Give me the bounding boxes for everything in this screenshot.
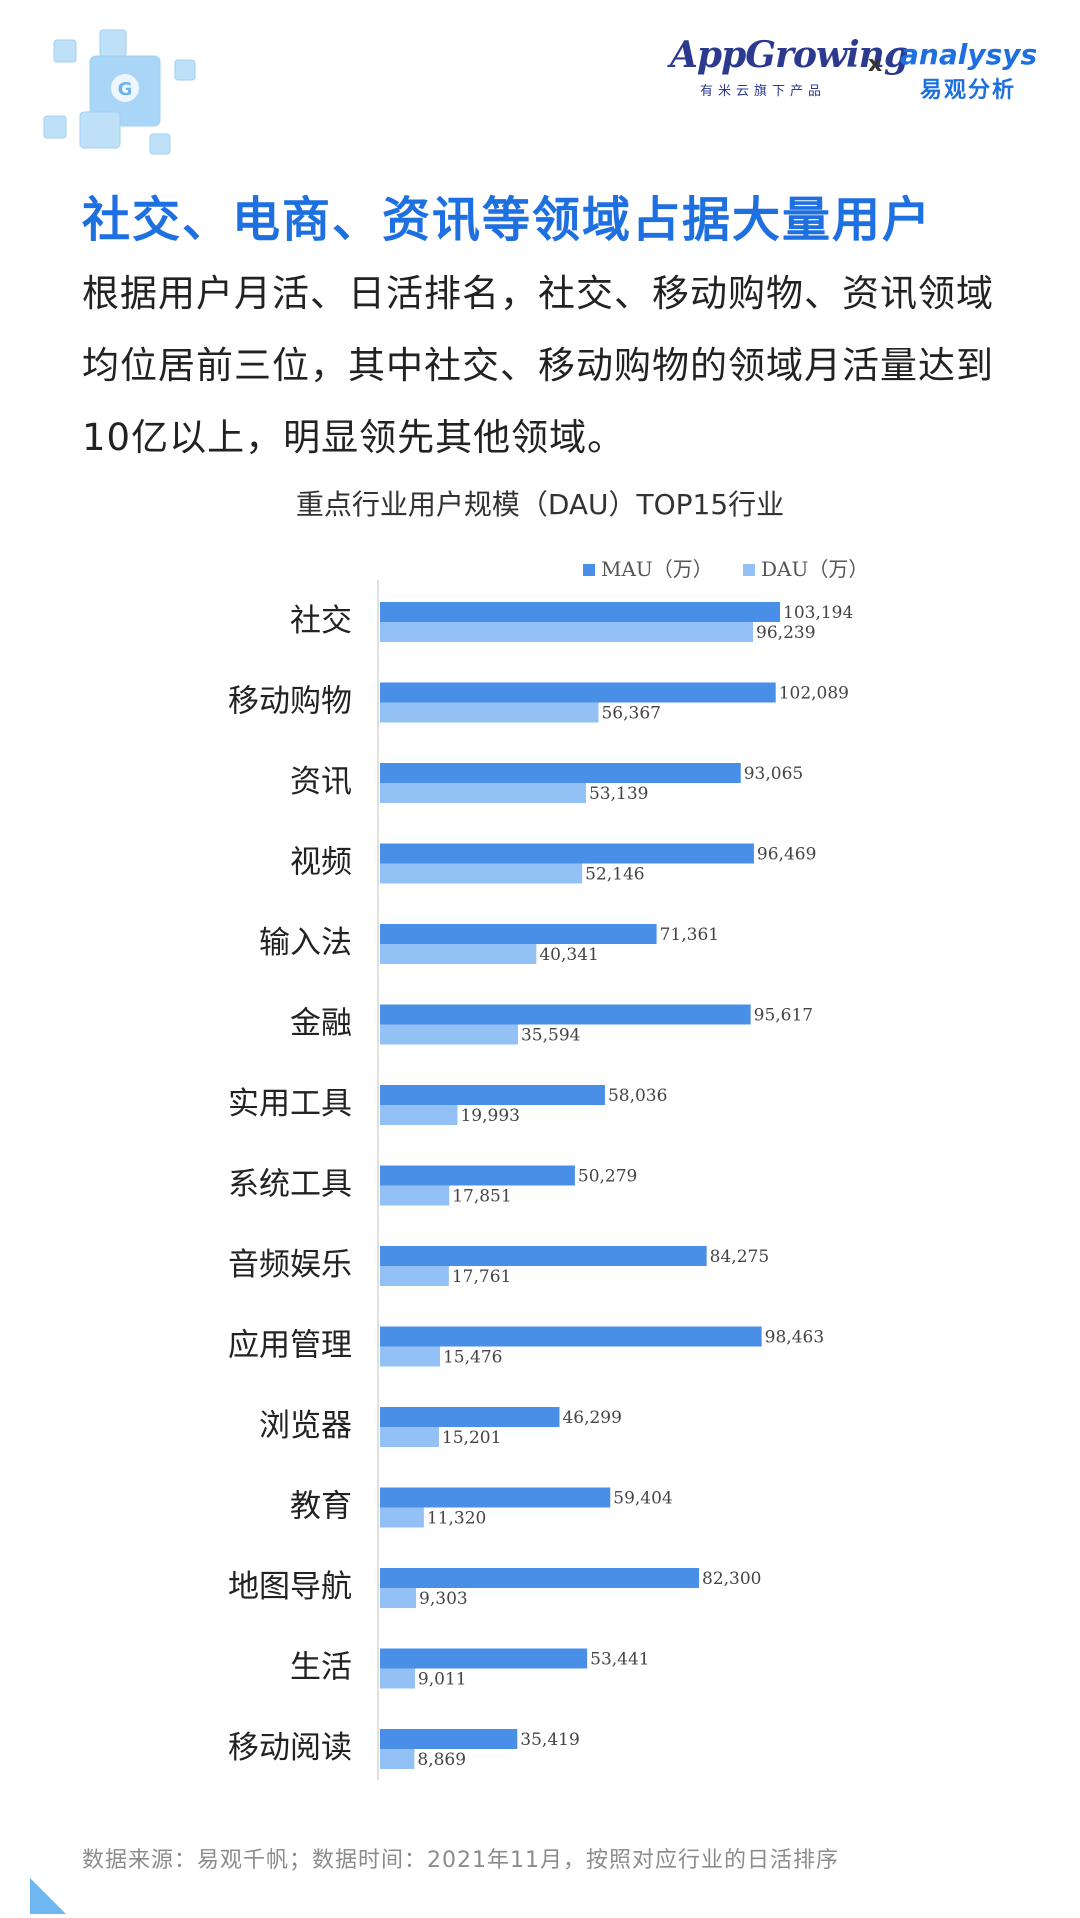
mau-bar	[380, 682, 776, 703]
logo-separator: x	[868, 52, 883, 77]
svg-text:G: G	[118, 79, 133, 100]
mau-value-label: 103,194	[783, 603, 853, 623]
mau-bar	[380, 1165, 575, 1186]
mau-bar	[380, 1004, 751, 1025]
category-label: 教育	[290, 1489, 352, 1525]
mau-bar	[380, 1326, 762, 1347]
dau-value-label: 11,320	[427, 1509, 486, 1529]
category-label: 资讯	[290, 764, 352, 800]
appgrowing-logo: AppGrowing	[670, 34, 909, 76]
dau-bar	[380, 944, 537, 964]
dau-value-label: 9,011	[418, 1670, 467, 1690]
dau-value-label: 17,851	[452, 1187, 511, 1207]
mau-value-label: 53,441	[590, 1650, 649, 1670]
data-source-note: 数据来源：易观千帆；数据时间：2021年11月，按照对应行业的日活排序	[82, 1848, 839, 1873]
category-label: 输入法	[259, 925, 352, 961]
legend-swatch-dau	[743, 564, 755, 576]
legend-label-dau: DAU（万）	[761, 557, 868, 581]
dau-bar	[380, 1024, 518, 1045]
brand-logos: AppGrowing 有米云旗下产品 x analysys 易观分析	[670, 34, 1037, 104]
dau-bar	[380, 863, 583, 884]
corner-triangle-decoration	[30, 1878, 66, 1914]
category-label: 实用工具	[228, 1086, 352, 1122]
dau-bar	[380, 702, 599, 723]
category-label: 系统工具	[228, 1167, 352, 1203]
mau-value-label: 102,089	[779, 684, 849, 704]
legend-swatch-mau	[583, 564, 595, 576]
dau-bar	[380, 1588, 417, 1608]
chart-title: 重点行业用户规模（DAU）TOP15行业	[296, 488, 784, 521]
mau-value-label: 35,419	[520, 1730, 579, 1750]
analysys-subtitle: 易观分析	[920, 78, 1017, 103]
category-label: 金融	[290, 1006, 352, 1042]
page-description: 根据用户月活、日活排名，社交、移动购物、资讯领域均位居前三位，其中社交、移动购物…	[82, 272, 994, 459]
dau-bar	[380, 783, 586, 803]
dau-value-label: 52,146	[585, 865, 644, 885]
category-label: 浏览器	[259, 1408, 352, 1444]
dau-value-label: 15,476	[443, 1348, 502, 1368]
category-label: 生活	[290, 1650, 352, 1686]
mau-value-label: 95,617	[754, 1006, 813, 1026]
dau-value-label: 8,869	[417, 1750, 466, 1770]
category-label: 地图导航	[228, 1569, 352, 1605]
category-label: 应用管理	[228, 1328, 352, 1364]
dau-value-label: 53,139	[589, 784, 648, 804]
mau-value-label: 82,300	[702, 1569, 761, 1589]
dau-value-label: 15,201	[442, 1428, 501, 1448]
mau-bar	[380, 1568, 700, 1588]
mau-value-label: 96,469	[757, 845, 816, 865]
category-label: 音频娱乐	[228, 1247, 352, 1283]
mau-value-label: 59,404	[613, 1489, 672, 1509]
mau-bar	[380, 924, 657, 944]
category-label: 移动阅读	[228, 1730, 352, 1766]
dau-value-label: 17,761	[452, 1267, 511, 1287]
cube-logo-decoration: G	[43, 29, 196, 155]
chart-legend: MAU（万） DAU（万）	[583, 557, 868, 581]
mau-bar	[380, 602, 780, 622]
mau-bar	[380, 1246, 707, 1266]
mau-bar	[380, 1729, 518, 1749]
mau-bar	[380, 1648, 588, 1669]
mau-bar	[380, 843, 754, 864]
mau-bar	[380, 1085, 605, 1105]
dau-bar	[380, 1507, 424, 1528]
dau-value-label: 40,341	[539, 945, 598, 965]
dau-bar	[380, 622, 754, 642]
dau-value-label: 96,239	[756, 623, 815, 643]
category-label: 视频	[290, 845, 352, 881]
mau-value-label: 58,036	[608, 1086, 667, 1106]
mau-value-label: 93,065	[744, 764, 803, 784]
chart-container: 重点行业用户规模（DAU）TOP15行业 MAU（万） DAU（万） 社交 103,…	[0, 480, 1080, 1790]
category-label: 社交	[290, 603, 352, 639]
dau-value-label: 35,594	[521, 1026, 580, 1046]
mau-value-label: 84,275	[710, 1247, 769, 1267]
mau-bar	[380, 763, 741, 783]
dau-bar	[380, 1749, 415, 1769]
dau-bar	[380, 1105, 458, 1125]
dau-value-label: 19,993	[460, 1106, 519, 1126]
mau-value-label: 46,299	[562, 1408, 621, 1428]
dau-value-label: 56,367	[601, 704, 660, 724]
legend-label-mau: MAU（万）	[601, 557, 713, 581]
dau-bar	[380, 1185, 450, 1206]
dau-value-label: 9,303	[419, 1589, 468, 1609]
dau-bar	[380, 1266, 449, 1286]
dau-bar	[380, 1427, 439, 1447]
mau-value-label: 50,279	[578, 1167, 637, 1187]
mau-bar	[380, 1487, 611, 1508]
mau-value-label: 98,463	[765, 1328, 824, 1348]
category-label: 移动购物	[228, 684, 352, 720]
bar-chart: 重点行业用户规模（DAU）TOP15行业 MAU（万） DAU（万） 社交 103,…	[228, 488, 868, 1780]
page-headline: 社交、电商、资讯等领域占据大量用户	[82, 192, 933, 248]
dau-bar	[380, 1668, 415, 1689]
analysys-logo: analysys	[900, 38, 1038, 71]
dau-bar	[380, 1346, 440, 1367]
mau-value-label: 71,361	[660, 925, 719, 945]
mau-bar	[380, 1407, 560, 1427]
appgrowing-subtitle: 有米云旗下产品	[700, 84, 827, 99]
